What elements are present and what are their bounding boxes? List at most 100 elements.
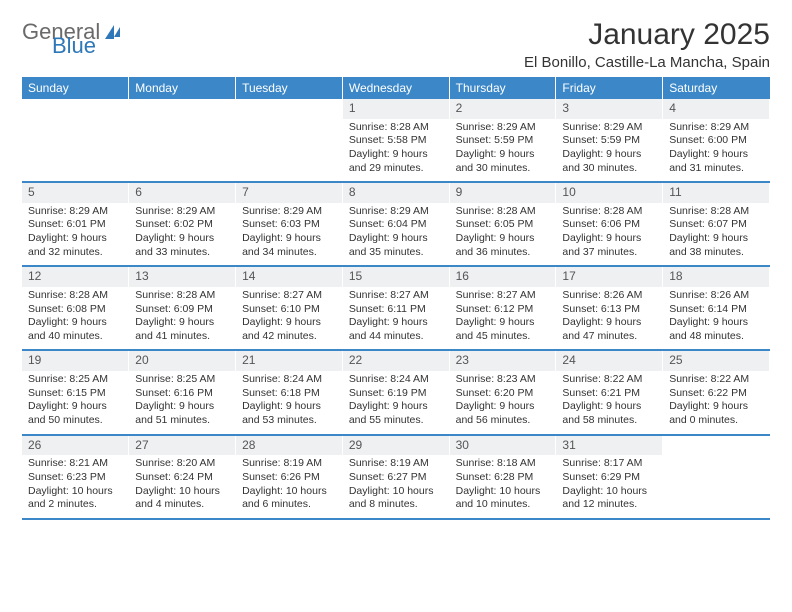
sunrise-line: Sunrise: 8:29 AM [135,205,229,219]
day-number-cell: 1 [342,99,449,119]
sunset-line: Sunset: 6:03 PM [242,218,336,232]
header: General Blue January 2025 El Bonillo, Ca… [22,18,770,71]
daylight-line: Daylight: 9 hours and 41 minutes. [135,316,229,343]
sunrise-line: Sunrise: 8:19 AM [242,457,336,471]
daylight-line: Daylight: 10 hours and 8 minutes. [349,485,443,512]
sunrise-line: Sunrise: 8:19 AM [349,457,443,471]
day-number-cell: 30 [449,435,556,456]
day-body-cell: Sunrise: 8:21 AMSunset: 6:23 PMDaylight:… [22,455,129,519]
day-body-cell: Sunrise: 8:29 AMSunset: 5:59 PMDaylight:… [449,119,556,183]
brand-logo: General Blue [22,22,120,56]
sunrise-line: Sunrise: 8:22 AM [669,373,763,387]
day-number-cell: 7 [236,182,343,203]
daylight-line: Daylight: 9 hours and 33 minutes. [135,232,229,259]
daylight-line: Daylight: 10 hours and 2 minutes. [28,485,122,512]
weekday-header: Thursday [449,77,556,99]
sunset-line: Sunset: 6:00 PM [669,134,763,148]
daylight-line: Daylight: 9 hours and 44 minutes. [349,316,443,343]
sunset-line: Sunset: 6:13 PM [562,303,656,317]
sunset-line: Sunset: 6:22 PM [669,387,763,401]
day-number-cell: 16 [449,266,556,287]
calendar-table: SundayMondayTuesdayWednesdayThursdayFrid… [22,77,770,520]
day-body-cell: Sunrise: 8:27 AMSunset: 6:11 PMDaylight:… [342,287,449,351]
weekday-header-row: SundayMondayTuesdayWednesdayThursdayFrid… [22,77,770,99]
day-number-cell: 20 [129,350,236,371]
sunrise-line: Sunrise: 8:26 AM [562,289,656,303]
day-body-cell [22,119,129,183]
daylight-line: Daylight: 9 hours and 42 minutes. [242,316,336,343]
day-body-cell: Sunrise: 8:27 AMSunset: 6:10 PMDaylight:… [236,287,343,351]
sunrise-line: Sunrise: 8:22 AM [562,373,656,387]
day-body-cell: Sunrise: 8:24 AMSunset: 6:18 PMDaylight:… [236,371,343,435]
sunrise-line: Sunrise: 8:25 AM [28,373,122,387]
day-body-cell: Sunrise: 8:28 AMSunset: 6:05 PMDaylight:… [449,203,556,267]
sunrise-line: Sunrise: 8:29 AM [456,121,550,135]
daylight-line: Daylight: 9 hours and 35 minutes. [349,232,443,259]
daylight-line: Daylight: 9 hours and 51 minutes. [135,400,229,427]
day-number-cell: 24 [556,350,663,371]
weekday-header: Friday [556,77,663,99]
sunset-line: Sunset: 6:05 PM [456,218,550,232]
day-number-row: 262728293031 [22,435,770,456]
day-body-cell: Sunrise: 8:22 AMSunset: 6:21 PMDaylight:… [556,371,663,435]
day-number-cell: 13 [129,266,236,287]
sunset-line: Sunset: 6:15 PM [28,387,122,401]
day-number-cell: 17 [556,266,663,287]
day-number-cell: 22 [342,350,449,371]
day-body-cell: Sunrise: 8:26 AMSunset: 6:14 PMDaylight:… [663,287,770,351]
sunrise-line: Sunrise: 8:20 AM [135,457,229,471]
sunset-line: Sunset: 6:16 PM [135,387,229,401]
sunset-line: Sunset: 5:59 PM [562,134,656,148]
daylight-line: Daylight: 9 hours and 38 minutes. [669,232,763,259]
daylight-line: Daylight: 9 hours and 37 minutes. [562,232,656,259]
day-number-row: 567891011 [22,182,770,203]
day-body-cell: Sunrise: 8:26 AMSunset: 6:13 PMDaylight:… [556,287,663,351]
sunrise-line: Sunrise: 8:28 AM [669,205,763,219]
day-number-cell: 10 [556,182,663,203]
day-body-cell: Sunrise: 8:25 AMSunset: 6:16 PMDaylight:… [129,371,236,435]
day-number-row: 12131415161718 [22,266,770,287]
day-body-cell: Sunrise: 8:28 AMSunset: 6:08 PMDaylight:… [22,287,129,351]
daylight-line: Daylight: 9 hours and 58 minutes. [562,400,656,427]
daylight-line: Daylight: 9 hours and 30 minutes. [456,148,550,175]
sunrise-line: Sunrise: 8:24 AM [349,373,443,387]
daylight-line: Daylight: 9 hours and 30 minutes. [562,148,656,175]
day-number-cell: 25 [663,350,770,371]
day-body-row: Sunrise: 8:29 AMSunset: 6:01 PMDaylight:… [22,203,770,267]
sunset-line: Sunset: 6:07 PM [669,218,763,232]
daylight-line: Daylight: 10 hours and 6 minutes. [242,485,336,512]
sunset-line: Sunset: 6:28 PM [456,471,550,485]
sunset-line: Sunset: 6:02 PM [135,218,229,232]
daylight-line: Daylight: 9 hours and 48 minutes. [669,316,763,343]
daylight-line: Daylight: 9 hours and 47 minutes. [562,316,656,343]
day-number-cell: 4 [663,99,770,119]
day-number-cell: 29 [342,435,449,456]
day-number-cell: 28 [236,435,343,456]
daylight-line: Daylight: 9 hours and 0 minutes. [669,400,763,427]
sunrise-line: Sunrise: 8:29 AM [669,121,763,135]
sunset-line: Sunset: 6:21 PM [562,387,656,401]
day-body-cell [236,119,343,183]
day-body-cell: Sunrise: 8:28 AMSunset: 6:07 PMDaylight:… [663,203,770,267]
sunset-line: Sunset: 6:23 PM [28,471,122,485]
sunset-line: Sunset: 6:24 PM [135,471,229,485]
sunset-line: Sunset: 6:14 PM [669,303,763,317]
brand-text-2: Blue [52,36,120,56]
day-number-cell [663,435,770,456]
day-body-cell: Sunrise: 8:29 AMSunset: 6:04 PMDaylight:… [342,203,449,267]
day-body-row: Sunrise: 8:25 AMSunset: 6:15 PM Daylight:… [22,371,770,435]
sunset-line: Sunset: 5:58 PM [349,134,443,148]
day-body-cell: Sunrise: 8:29 AMSunset: 6:00 PMDaylight:… [663,119,770,183]
daylight-line: Daylight: 10 hours and 12 minutes. [562,485,656,512]
day-body-cell: Sunrise: 8:19 AMSunset: 6:26 PMDaylight:… [236,455,343,519]
daylight-line: Daylight: 9 hours and 45 minutes. [456,316,550,343]
weekday-header: Wednesday [342,77,449,99]
daylight-line: Daylight: 10 hours and 10 minutes. [456,485,550,512]
sunset-line: Sunset: 6:29 PM [562,471,656,485]
day-body-cell: Sunrise: 8:29 AMSunset: 6:03 PMDaylight:… [236,203,343,267]
day-body-cell: Sunrise: 8:29 AMSunset: 6:01 PMDaylight:… [22,203,129,267]
sunrise-line: Sunrise: 8:23 AM [456,373,550,387]
sunrise-line: Sunrise: 8:18 AM [456,457,550,471]
sunrise-line: Sunrise: 8:28 AM [562,205,656,219]
sunrise-line: Sunrise: 8:26 AM [669,289,763,303]
